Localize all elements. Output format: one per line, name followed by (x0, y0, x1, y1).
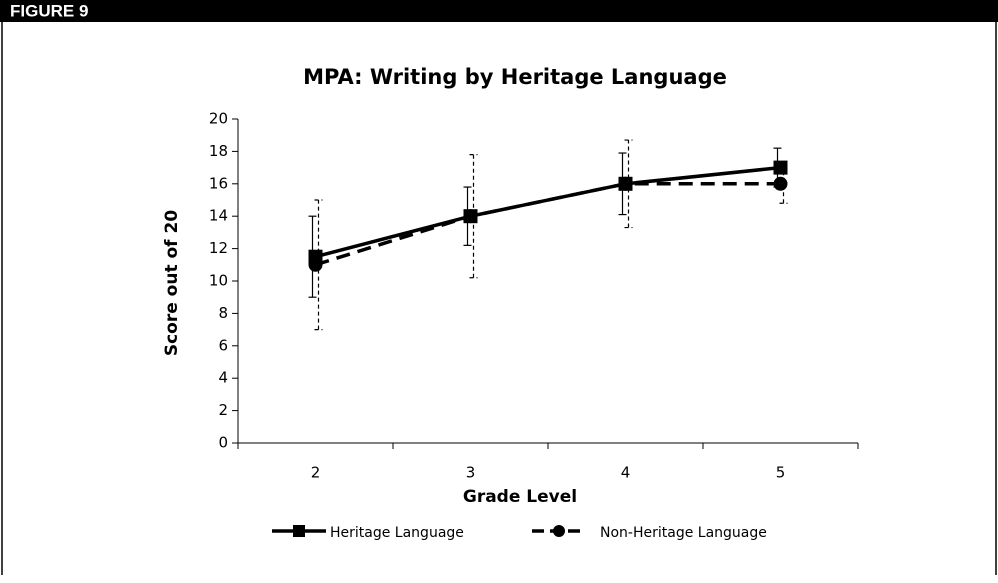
data-point (308, 257, 323, 272)
figure-label: FIGURE 9 (10, 1, 88, 20)
data-point (773, 176, 788, 191)
series-line (315, 165, 781, 259)
x-tick-label: 4 (621, 464, 631, 482)
x-tick-label: 5 (776, 464, 786, 482)
chart-title: MPA: Writing by Heritage Language (303, 65, 727, 89)
y-tick-label: 6 (218, 336, 228, 354)
legend-label: Heritage Language (330, 525, 464, 541)
x-tick-label: 2 (311, 464, 321, 482)
y-tick-label: 0 (218, 434, 228, 452)
data-point (618, 176, 633, 191)
y-tick-label: 10 (209, 272, 228, 290)
x-axis-label: Grade Level (463, 487, 577, 507)
y-tick-label: 4 (218, 369, 228, 387)
y-tick-label: 16 (209, 174, 228, 192)
data-point (463, 209, 478, 224)
figure-header (0, 0, 998, 22)
y-axis-label: Score out of 20 (162, 210, 182, 356)
series-line (314, 182, 781, 267)
x-tick-label: 3 (466, 464, 476, 482)
y-tick-label: 8 (218, 304, 228, 322)
y-tick-label: 20 (209, 110, 228, 128)
y-tick-label: 18 (209, 142, 228, 160)
y-tick-label: 14 (209, 207, 228, 225)
y-tick-label: 2 (218, 401, 228, 419)
legend-marker (553, 525, 565, 537)
legend-label: Non-Heritage Language (600, 525, 767, 541)
data-point (773, 160, 788, 175)
y-tick-label: 12 (209, 239, 228, 257)
legend-marker (293, 525, 305, 537)
